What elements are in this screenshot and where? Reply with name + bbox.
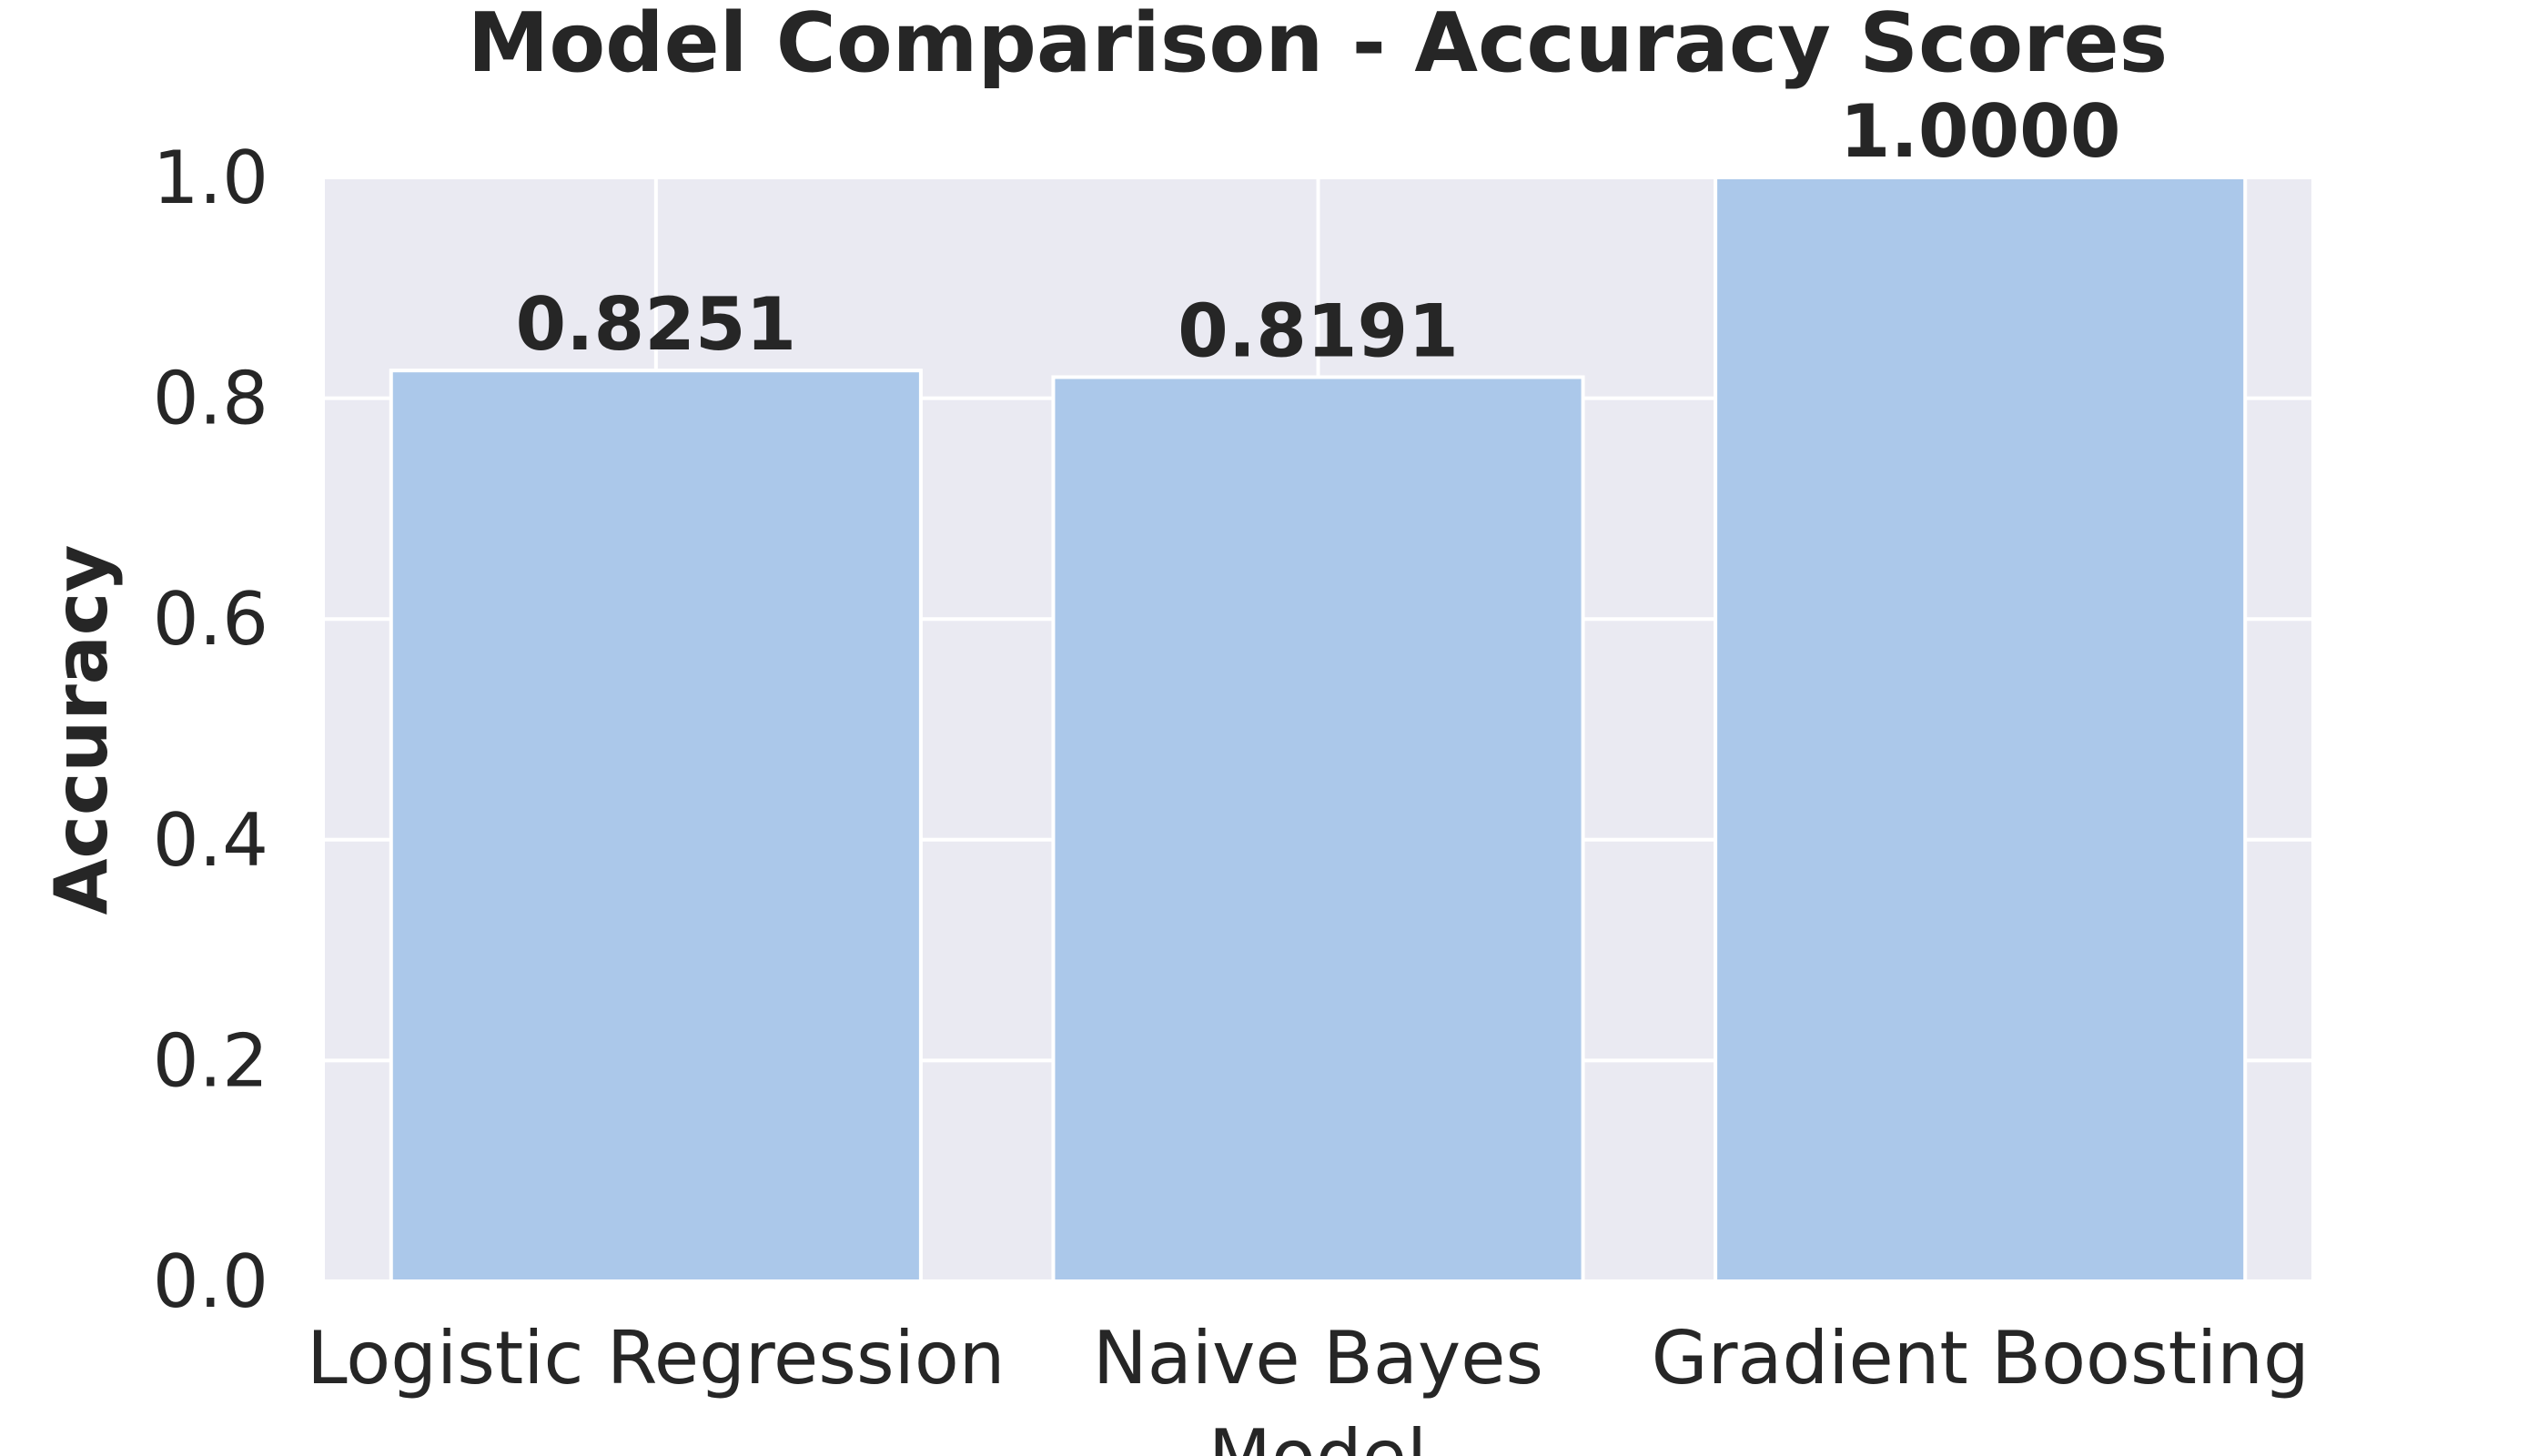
bar-value-label: 0.8251 (515, 282, 796, 367)
y-tick-label: 0.6 (153, 577, 268, 662)
bar-value-labels: 0.8251 0.8191 1.0000 (515, 89, 2120, 373)
bars (389, 176, 2248, 1283)
x-tick-label: Naive Bayes (1093, 1316, 1543, 1400)
y-tick-label: 0.8 (153, 357, 268, 441)
bar (1714, 176, 2248, 1283)
y-tick-label: 1.0 (153, 136, 268, 220)
x-tick-label: Logistic Regression (307, 1316, 1005, 1400)
y-axis-ticks: 0.0 0.2 0.4 0.6 0.8 1.0 (153, 136, 268, 1324)
x-axis-label: Model (1208, 1414, 1427, 1456)
bar (1051, 375, 1585, 1283)
bar (389, 369, 923, 1283)
bar-value-label: 0.8191 (1178, 288, 1459, 373)
x-tick-label: Gradient Boosting (1652, 1316, 2310, 1400)
x-axis-ticks: Logistic Regression Naive Bayes Gradient B… (307, 1316, 2310, 1400)
y-tick-label: 0.4 (153, 798, 268, 883)
y-axis-label: Accuracy (39, 545, 124, 915)
bar-value-label: 1.0000 (1840, 89, 2121, 174)
y-tick-label: 0.0 (153, 1239, 268, 1324)
chart-title: Model Comparison - Accuracy Scores (468, 0, 2168, 91)
y-tick-label: 0.2 (153, 1018, 268, 1103)
